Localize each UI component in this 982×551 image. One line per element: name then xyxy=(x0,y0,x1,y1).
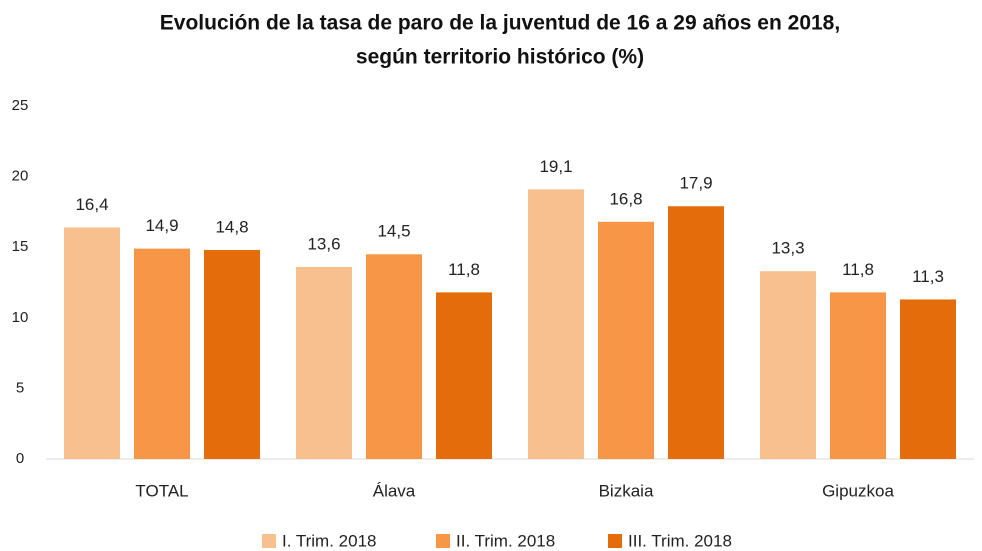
x-tick-label: Álava xyxy=(373,481,416,500)
data-label: 16,4 xyxy=(75,195,108,214)
bar xyxy=(436,292,492,459)
y-tick-label: 25 xyxy=(12,97,29,114)
legend-swatch xyxy=(608,534,622,548)
x-tick-label: Bizkaia xyxy=(599,481,654,500)
bar xyxy=(64,227,120,459)
data-label: 14,9 xyxy=(145,216,178,235)
x-tick-label: TOTAL xyxy=(135,481,188,500)
y-tick-label: 5 xyxy=(16,379,24,396)
bar xyxy=(598,221,654,459)
data-label: 14,8 xyxy=(215,218,248,237)
legend-label: III. Trim. 2018 xyxy=(628,531,732,550)
bar xyxy=(760,271,816,459)
legend-label: I. Trim. 2018 xyxy=(282,531,376,550)
x-tick-label: Gipuzkoa xyxy=(822,481,894,500)
chart-title: Evolución de la tasa de paro de la juven… xyxy=(160,12,840,35)
bar xyxy=(528,189,584,460)
bar xyxy=(900,299,956,459)
y-tick-label: 10 xyxy=(12,309,29,326)
bar xyxy=(204,250,260,459)
y-tick-label: 20 xyxy=(12,168,29,185)
data-label: 11,8 xyxy=(842,260,874,279)
bar xyxy=(668,206,724,459)
data-label: 14,5 xyxy=(377,222,410,241)
bar xyxy=(830,292,886,459)
data-label: 17,9 xyxy=(679,174,712,193)
data-label: 13,3 xyxy=(771,239,804,258)
chart-title: según territorio histórico (%) xyxy=(356,46,644,69)
bar xyxy=(296,266,352,459)
data-label: 11,8 xyxy=(448,260,480,279)
bar xyxy=(134,248,190,459)
data-label: 11,3 xyxy=(912,267,944,286)
y-tick-label: 15 xyxy=(12,238,29,255)
data-label: 13,6 xyxy=(307,234,340,253)
legend-swatch xyxy=(436,534,450,548)
legend-swatch xyxy=(262,534,276,548)
y-tick-label: 0 xyxy=(16,450,24,467)
data-label: 16,8 xyxy=(609,189,642,208)
data-label: 19,1 xyxy=(539,157,572,176)
legend-label: II. Trim. 2018 xyxy=(456,531,555,550)
bar xyxy=(366,254,422,459)
